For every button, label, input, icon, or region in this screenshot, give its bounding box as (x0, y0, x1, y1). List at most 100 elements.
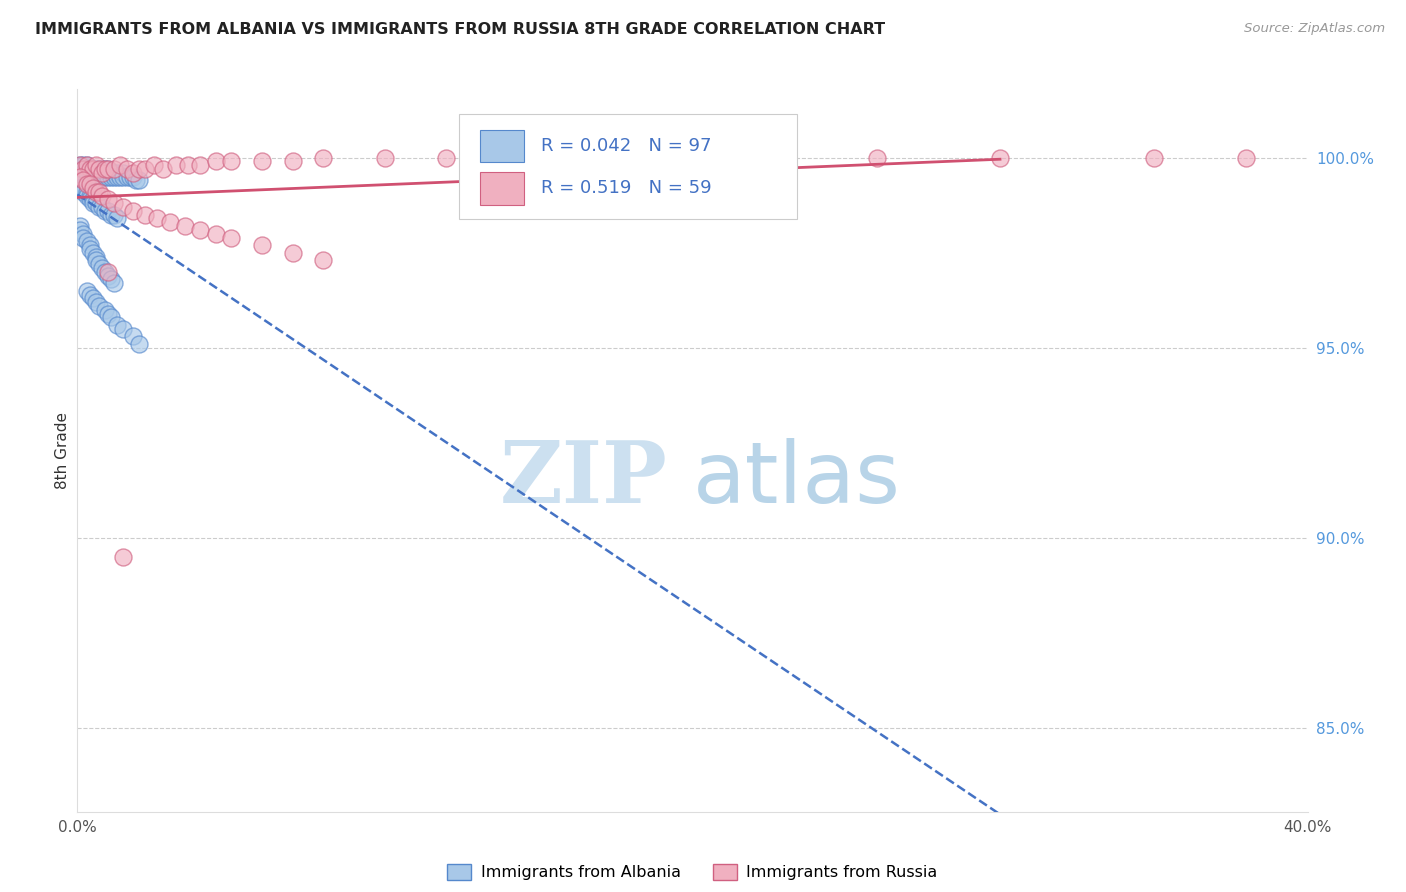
Point (69, 166, 91, 180)
Point (112, 169, 135, 184)
Text: atlas: atlas (693, 438, 900, 521)
Point (72, 162, 94, 177)
Point (76, 185, 98, 199)
Point (79, 242, 101, 256)
Point (87, 200, 110, 214)
Point (374, 151, 396, 165)
Point (90, 162, 114, 177)
Point (82, 181, 104, 195)
Point (121, 203, 143, 218)
Point (105, 166, 128, 180)
Point (87, 162, 110, 177)
Point (87, 162, 110, 177)
Point (110, 158, 132, 172)
Point (90, 188, 114, 202)
Point (97, 268, 120, 283)
Point (69, 178, 91, 192)
Point (94, 169, 117, 184)
Point (84, 173, 107, 187)
Point (112, 322, 135, 336)
Point (143, 158, 166, 172)
Point (100, 166, 122, 180)
Point (76, 158, 98, 172)
Point (204, 227, 226, 241)
Point (79, 162, 101, 177)
Point (84, 295, 107, 310)
Point (87, 185, 110, 199)
Point (94, 265, 117, 279)
Point (76, 178, 98, 192)
Point (250, 238, 273, 252)
Point (87, 299, 110, 313)
Y-axis label: 8th Grade: 8th Grade (55, 412, 70, 489)
Point (103, 208, 125, 222)
Point (76, 173, 98, 187)
Point (76, 235, 98, 249)
Point (79, 169, 101, 184)
Point (112, 200, 135, 214)
Point (128, 173, 150, 187)
Point (105, 211, 128, 226)
Point (76, 162, 98, 177)
Text: IMMIGRANTS FROM ALBANIA VS IMMIGRANTS FROM RUSSIA 8TH GRADE CORRELATION CHART: IMMIGRANTS FROM ALBANIA VS IMMIGRANTS FR… (35, 22, 886, 37)
Point (866, 151, 889, 165)
Point (97, 166, 120, 180)
Point (97, 162, 120, 177)
Point (219, 230, 242, 244)
Point (72, 230, 94, 244)
Point (115, 169, 138, 184)
Point (82, 162, 104, 177)
Bar (479, 172, 524, 205)
Point (72, 181, 94, 195)
Point (84, 166, 107, 180)
Point (103, 196, 125, 211)
Point (204, 154, 226, 169)
Point (134, 162, 156, 177)
Point (82, 193, 104, 207)
Point (527, 151, 550, 165)
Point (97, 265, 120, 279)
Point (97, 307, 120, 321)
Point (82, 245, 104, 260)
Text: R = 0.519   N = 59: R = 0.519 N = 59 (541, 179, 711, 197)
Point (988, 151, 1011, 165)
Point (100, 208, 122, 222)
Point (84, 169, 107, 184)
Point (72, 173, 94, 187)
Point (72, 173, 94, 187)
Point (79, 173, 101, 187)
FancyBboxPatch shape (458, 114, 797, 219)
Point (69, 223, 91, 237)
Point (112, 166, 135, 180)
Point (79, 188, 101, 202)
Point (1143, 151, 1166, 165)
Point (121, 169, 143, 184)
Point (94, 302, 117, 317)
Point (69, 219, 91, 233)
Point (84, 253, 107, 268)
Point (84, 250, 107, 264)
Point (165, 158, 187, 172)
Point (128, 337, 150, 351)
Point (72, 158, 94, 172)
Point (79, 162, 101, 177)
Point (97, 203, 120, 218)
Point (312, 253, 335, 268)
Point (90, 169, 114, 184)
Point (69, 181, 91, 195)
Point (146, 211, 169, 226)
Point (281, 245, 304, 260)
Point (121, 329, 143, 343)
Point (76, 188, 98, 202)
Point (79, 166, 101, 180)
Point (121, 166, 143, 180)
Point (112, 549, 135, 564)
Point (94, 162, 117, 177)
Point (188, 158, 212, 172)
Point (84, 162, 107, 177)
Point (100, 169, 122, 184)
Point (118, 169, 141, 184)
Point (79, 178, 101, 192)
Point (76, 169, 98, 184)
Text: R = 0.042   N = 97: R = 0.042 N = 97 (541, 136, 711, 154)
